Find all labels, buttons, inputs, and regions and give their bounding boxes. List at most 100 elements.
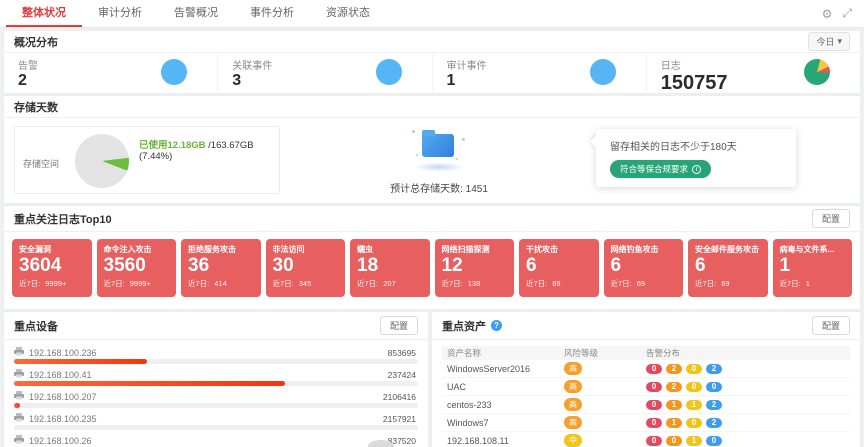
settings-gear-icon[interactable]: ⚙ [821,6,833,21]
log-card-recent: 近7日: 69 [695,278,761,289]
log-card[interactable]: 网络钓鱼攻击 6 近7日: 69 [603,239,683,297]
alarm-count-badge: 0 [646,364,662,374]
recent-value: 69 [552,278,561,288]
log-card[interactable]: 安全邮件服务攻击 6 近7日: 69 [688,239,768,297]
device-ip: 192.168.100.26 [14,435,92,446]
info-icon: i [692,164,702,174]
asset-name: UAC [447,381,467,392]
nav-actions: ⚙ ⤢ [822,6,858,21]
alarm-count-badge: 1 [666,418,682,428]
device-row: 192.168.100.236 853695 [14,344,418,365]
device-count: 237424 [387,370,416,380]
stat-value: 2 [18,72,27,89]
log-card[interactable]: 病毒与文件系... 1 近7日: 1 [772,239,852,297]
storage-space-label: 存储空间 [23,159,60,169]
risk-level-badge: 高 [564,380,582,393]
alarm-count-badge: 2 [706,364,722,374]
risk-level-badge: 高 [564,398,582,411]
assets-col-header: 告警分布 [646,348,681,358]
nav-tab-1[interactable]: 整体状况 [6,0,82,27]
log-card-value: 36 [188,255,210,276]
log-card-recent: 近7日: 1 [780,278,846,289]
log-card-title: 命令注入攻击 [103,245,152,254]
key-devices-config-button[interactable]: 配置 [379,316,418,335]
device-ip-text: 192.168.100.236 [29,347,97,358]
compliance-note: 留存相关的日志不少于180天 [610,142,737,153]
recent-label: 近7日: [779,278,801,288]
compliance-tooltip: 留存相关的日志不少于180天 符合等保合规要求 i [596,129,796,187]
top-logs-header: 重点关注日志Top10 配置 [4,206,860,232]
alarm-count-badge: 2 [666,382,682,392]
log-card[interactable]: 蠕虫 18 近7日: 207 [350,239,430,297]
stat-label: 审计事件 [446,61,487,72]
device-bar-track [14,403,418,408]
log-card[interactable]: 网络扫描探测 12 近7日: 138 [434,239,514,297]
asset-name: centos-233 [447,399,492,410]
recent-label: 近7日: [19,278,41,288]
period-dropdown[interactable]: 今日 ▾ [808,32,850,51]
device-row: 192.168.100.207 2106416 [14,388,418,409]
stat-card: 审计事件 1 [433,53,647,92]
overview-title: 概况分布 [14,36,58,49]
stat-label: 日志 [660,61,681,72]
nav-tab-3[interactable]: 告警概况 [174,7,218,19]
nav-tab-5[interactable]: 资源状态 [326,7,370,19]
recent-value: 69 [636,278,646,288]
asset-risk-cell: 高 [564,380,646,393]
top-logs-config-button[interactable]: 配置 [811,209,850,228]
log-card-title: 非法访问 [272,245,305,254]
log-card[interactable]: 非法访问 30 近7日: 345 [265,239,345,297]
help-icon[interactable]: ? [491,320,502,331]
nav-tab-4[interactable]: 事件分析 [250,7,294,19]
alarm-count-badge: 0 [646,418,662,428]
alarm-count-badge: 0 [646,436,662,446]
nav-tabs: 整体状况 审计分析 告警概况 事件分析 资源状态 [6,0,386,27]
key-assets-title: 重点资产 [442,320,486,333]
alarm-count-badge: 0 [646,400,662,410]
recent-label: 近7日: [357,278,379,288]
chevron-down-icon: ▾ [837,36,842,46]
log-card[interactable]: 干扰攻击 6 近7日: 69 [519,239,599,297]
risk-level-badge: 高 [564,362,582,375]
assets-table-body: WindowsServer2016 高 0 2 0 2 UAC 高 0 2 0 0 centos-233… [442,360,850,447]
storage-space-panel: 存储空间 已使用12.18GB /163.67GB (7.44%) [14,126,280,194]
top-logs-section: 重点关注日志Top10 配置 安全漏洞 3604 近7日: 9999+ 命令注入攻击 35… [4,206,860,309]
nav-tab-2[interactable]: 审计分析 [98,7,142,19]
bottom-widget-peek [368,440,394,447]
stat-circle-icon [375,59,402,85]
recent-label: 近7日: [610,278,632,288]
log-card[interactable]: 拒绝服务攻击 36 近7日: 414 [181,239,261,297]
alarm-count-badge: 2 [706,400,722,410]
storage-used-value: 已使用12.18GB [139,140,206,151]
device-ip: 192.168.100.235 [14,413,97,424]
stat-value: 1 [446,72,456,89]
key-devices-section: 重点设备 配置 192.168.100.236 853695 192.168.100… [4,312,428,447]
recent-label: 近7日: [103,278,125,288]
compliance-badge[interactable]: 符合等保合规要求 i [610,160,712,178]
device-ip-text: 192.168.100.41 [29,369,92,380]
asset-row: UAC 高 0 2 0 0 [442,378,850,396]
log-card[interactable]: 安全漏洞 3604 近7日: 9999+ [12,239,92,297]
folder-illustration-icon [404,128,474,176]
recent-value: 414 [214,278,227,288]
asset-risk-cell: 中 [564,434,646,447]
device-bar-fill [14,381,285,386]
stat-circle-icon [161,59,188,85]
storage-days-value: 1451 [465,184,488,195]
log-card-value: 6 [526,255,537,276]
overview-section: 概况分布 今日 ▾ 告警 2 关联事件 3 审计事件 1 日志 150757 [4,31,860,94]
recent-value: 69 [721,278,730,288]
log-card[interactable]: 命令注入攻击 3560 近7日: 9999+ [96,239,176,297]
log-card-title: 蠕虫 [357,245,373,254]
key-assets-header: 重点资产 ? 配置 [432,312,860,340]
log-card-value: 30 [272,255,294,276]
stat-label: 关联事件 [232,61,273,72]
key-assets-config-button[interactable]: 配置 [811,316,850,335]
device-bar-fill [14,403,21,408]
log-card-title: 病毒与文件系... [779,245,835,254]
fullscreen-icon[interactable]: ⤢ [842,6,852,20]
asset-risk-cell: 高 [564,416,646,429]
